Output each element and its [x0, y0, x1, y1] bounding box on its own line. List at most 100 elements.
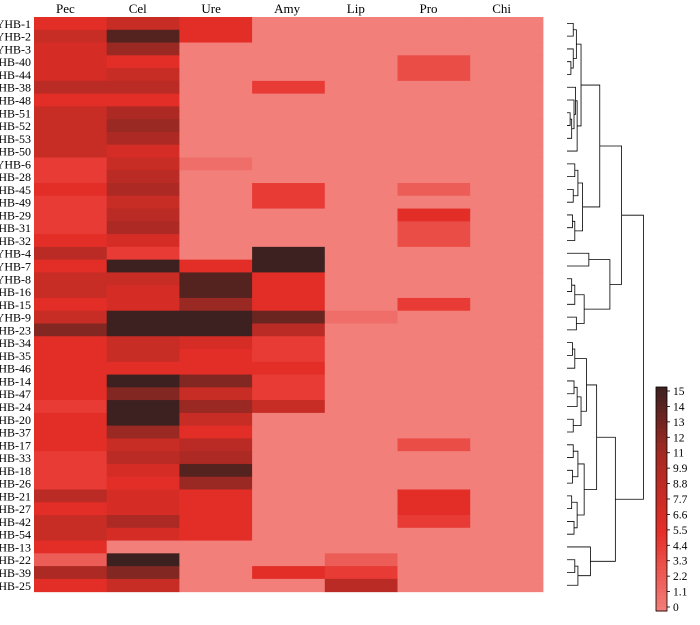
- row-label: YHB-35: [0, 349, 31, 363]
- row-labels: YHB-1YHB-2YHB-3YHB-40YHB-44YHB-38YHB-48Y…: [0, 17, 31, 593]
- heatmap-cell: [397, 451, 471, 465]
- heatmap-cell: [34, 106, 108, 120]
- dendrogram-branch: [567, 112, 571, 126]
- heatmap-cell: [324, 42, 398, 56]
- heatmap-cell: [324, 80, 398, 95]
- heatmap-cell: [179, 93, 253, 107]
- row-label: YHB-4: [0, 247, 31, 261]
- heatmap-cell: [324, 208, 398, 222]
- heatmap-cell: [106, 144, 180, 158]
- colorbar-segment: [656, 547, 667, 552]
- colorbar-tick-label: 4.4: [673, 540, 688, 552]
- heatmap-cell: [324, 68, 398, 82]
- heatmap-cell: [252, 463, 326, 478]
- heatmap-cell: [397, 183, 471, 197]
- row-label: YHB-46: [0, 362, 31, 376]
- heatmap-cell: [470, 566, 544, 580]
- heatmap-cell: [470, 208, 544, 222]
- heatmap-cell: [470, 42, 544, 56]
- heatmap-cell: [470, 489, 544, 503]
- heatmap-cell: [106, 68, 180, 82]
- heatmap-cell: [252, 515, 326, 529]
- heatmap-cell: [34, 540, 108, 554]
- colorbar-segment: [656, 401, 667, 407]
- colorbar-segment: [656, 413, 667, 418]
- heatmap-cell: [252, 361, 326, 376]
- heatmap-cell: [179, 259, 253, 273]
- heatmap-cell: [34, 285, 108, 299]
- heatmap-cell: [397, 566, 471, 580]
- heatmap-cell: [252, 540, 326, 554]
- dendrogram-branch: [567, 546, 591, 577]
- row-label: YHB-21: [0, 489, 31, 503]
- heatmap-cell: [252, 336, 326, 350]
- heatmap-cell: [179, 221, 253, 235]
- heatmap-cell: [179, 183, 253, 197]
- column-labels: Pec Cel Ure Amy Lip Pro Chi: [56, 1, 511, 16]
- heatmap-cell: [34, 400, 108, 414]
- heatmap-cell: [470, 323, 544, 337]
- heatmap-cell: [324, 515, 398, 529]
- colorbar-segment: [656, 454, 667, 459]
- heatmap-cell: [397, 489, 471, 503]
- heatmap-cell: [106, 272, 180, 286]
- dendrogram-branch: [567, 342, 573, 356]
- heatmap-cell: [252, 93, 326, 107]
- colorbar-tick-label: 13: [673, 417, 685, 429]
- heatmap-cell: [397, 195, 471, 210]
- colorbar-segment: [656, 551, 667, 556]
- dendrogram-branch: [567, 444, 574, 458]
- heatmap-cell: [252, 489, 326, 503]
- heatmap-cells: [34, 17, 544, 593]
- heatmap-cell: [179, 412, 253, 427]
- heatmap-cell: [34, 476, 108, 490]
- colorbar-tick-label: 0: [673, 602, 679, 614]
- heatmap-cell: [397, 438, 471, 452]
- heatmap-cell: [397, 553, 471, 567]
- heatmap-cell: [34, 387, 108, 401]
- heatmap-cell: [397, 387, 471, 401]
- heatmap-cell: [470, 119, 544, 133]
- heatmap-cell: [106, 157, 180, 171]
- heatmap-cell: [252, 412, 326, 427]
- colorbar-tick-label: 8.8: [673, 479, 688, 491]
- heatmap-cell: [397, 310, 471, 324]
- heatmap-cell: [179, 361, 253, 376]
- colorbar-segment: [656, 581, 667, 586]
- colorbar-segment: [656, 461, 667, 466]
- heatmap-cell: [179, 55, 253, 69]
- heatmap-cell: [252, 144, 326, 158]
- heatmap-cell: [324, 489, 398, 503]
- heatmap-cell: [106, 221, 180, 235]
- heatmap-cell: [106, 463, 180, 478]
- colorbar-tick-label: 6.6: [673, 509, 688, 521]
- heatmap-cell: [397, 55, 471, 69]
- heatmap-cell: [324, 502, 398, 516]
- row-label: YHB-6: [0, 157, 31, 171]
- heatmap-cell: [34, 515, 108, 529]
- heatmap-cell: [179, 374, 253, 388]
- heatmap-cell: [397, 259, 471, 273]
- heatmap-cell: [397, 234, 471, 248]
- dendrogram-branch: [567, 118, 573, 139]
- heatmap-cell: [34, 361, 108, 376]
- dendrogram-branch: [567, 220, 576, 241]
- heatmap-cell: [252, 285, 326, 299]
- row-label: YHB-17: [0, 438, 31, 452]
- heatmap-cell: [324, 272, 398, 286]
- colorbar-segment: [656, 499, 667, 504]
- dendrogram-branch: [567, 48, 574, 69]
- column-label: Chi: [492, 1, 511, 16]
- row-label: YHB-16: [0, 285, 31, 299]
- heatmap-cell: [470, 80, 544, 95]
- row-label: YHB-54: [0, 528, 31, 542]
- heatmap-cell: [324, 29, 398, 44]
- colorbar-segment: [656, 513, 667, 519]
- heatmap-cell: [324, 157, 398, 171]
- colorbar-segment: [656, 555, 667, 560]
- heatmap-cell: [470, 68, 544, 82]
- heatmap-cell: [397, 80, 471, 95]
- heatmap-cell: [106, 55, 180, 69]
- heatmap-cell: [106, 246, 180, 261]
- column-label: Amy: [274, 1, 301, 16]
